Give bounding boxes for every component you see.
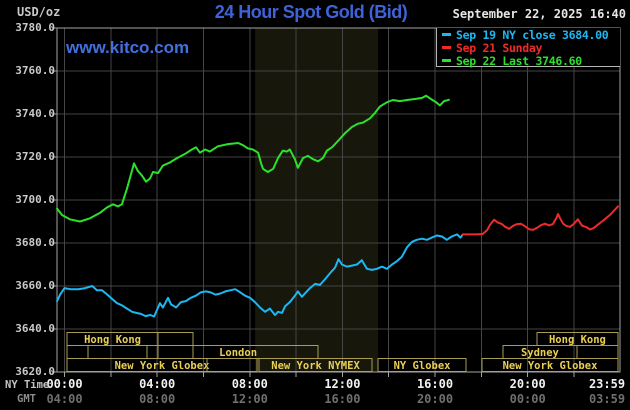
chart-datetime: September 22, 2025 16:40: [452, 7, 626, 21]
x-axis-label-ny: 20:00: [509, 377, 546, 391]
legend-dash-icon: [442, 33, 451, 36]
kitco-watermark-link[interactable]: www.kitco.com: [66, 38, 190, 57]
session-label: London: [219, 347, 257, 359]
x-axis-label-gmt: 03:59: [588, 392, 626, 406]
y-axis-label: 3640.0: [15, 322, 55, 335]
session-box-segment: [66, 345, 89, 359]
x-axis-label-gmt: 20:00: [416, 392, 454, 406]
session-label: New York Globex: [115, 360, 211, 372]
y-axis-label: 3760.0: [15, 64, 55, 77]
series-line-sep-21-sunday: [461, 205, 619, 236]
y-axis-label: 3700.0: [15, 193, 55, 206]
x-axis-label-gmt: 16:00: [324, 392, 361, 406]
legend: Sep 19 NY close 3684.00 Sep 21 Sunday Sep …: [436, 27, 620, 68]
session-label: NY Globex: [394, 360, 452, 372]
plot-border: [56, 27, 621, 373]
series-line-sep-19-ny-close-3684.00: [56, 233, 464, 318]
x-axis-label-gmt: 12:00: [231, 392, 268, 406]
legend-label: Sep 22 Last 3746.60: [456, 53, 582, 68]
x-axis-label-gmt: 00:00: [509, 392, 546, 406]
x-axis-label-ny: 00:00: [46, 377, 83, 391]
session-label: New York NYMEX: [271, 360, 360, 372]
x-axis-name-gmt: GMT: [17, 393, 36, 405]
page-title: 24 Hour Spot Gold (Bid): [214, 2, 408, 22]
session-label: Hong Kong: [549, 334, 606, 346]
legend-label: Sep 19 NY close 3684.00: [456, 27, 609, 42]
x-axis-name-ny: NY Time: [5, 379, 50, 391]
series-line-sep-22-last-3746.60: [56, 94, 450, 223]
session-label: Sydney: [521, 347, 560, 359]
x-axis-label-ny: 04:00: [139, 377, 176, 391]
y-axis-label: 3620.0: [15, 365, 55, 378]
y-axis-label: 3780.0: [15, 21, 55, 34]
legend-item-1: Sep 21 Sunday: [437, 40, 620, 55]
y-axis-label: 3660.0: [15, 279, 55, 292]
x-axis-label-ny: 12:00: [324, 377, 361, 391]
x-axis-label-gmt: 08:00: [139, 392, 176, 406]
y-axis-label: 3680.0: [15, 236, 55, 249]
session-box-segment: [576, 345, 619, 359]
x-axis-label-ny: 23:59: [588, 377, 626, 391]
x-axis-label-ny: 08:00: [231, 377, 268, 391]
x-axis-label-gmt: 04:00: [46, 392, 83, 406]
session-label: Hong Kong: [84, 334, 141, 346]
legend-dash-icon: [442, 59, 451, 62]
legend-dash-icon: [442, 46, 451, 49]
y-axis-label: 3740.0: [15, 107, 55, 120]
session-box-segment: [87, 345, 148, 359]
session-label: New York Globex: [503, 360, 599, 372]
legend-item-0: Sep 19 NY close 3684.00: [437, 27, 620, 42]
session-box-segment: [157, 345, 194, 359]
price-unit-label: USD/oz: [17, 5, 61, 19]
x-axis-label-ny: 16:00: [416, 377, 454, 391]
legend-item-2: Sep 22 Last 3746.60: [437, 53, 620, 68]
legend-label: Sep 21 Sunday: [456, 40, 543, 55]
y-axis-label: 3720.0: [15, 150, 55, 163]
session-box-segment: [157, 332, 194, 346]
